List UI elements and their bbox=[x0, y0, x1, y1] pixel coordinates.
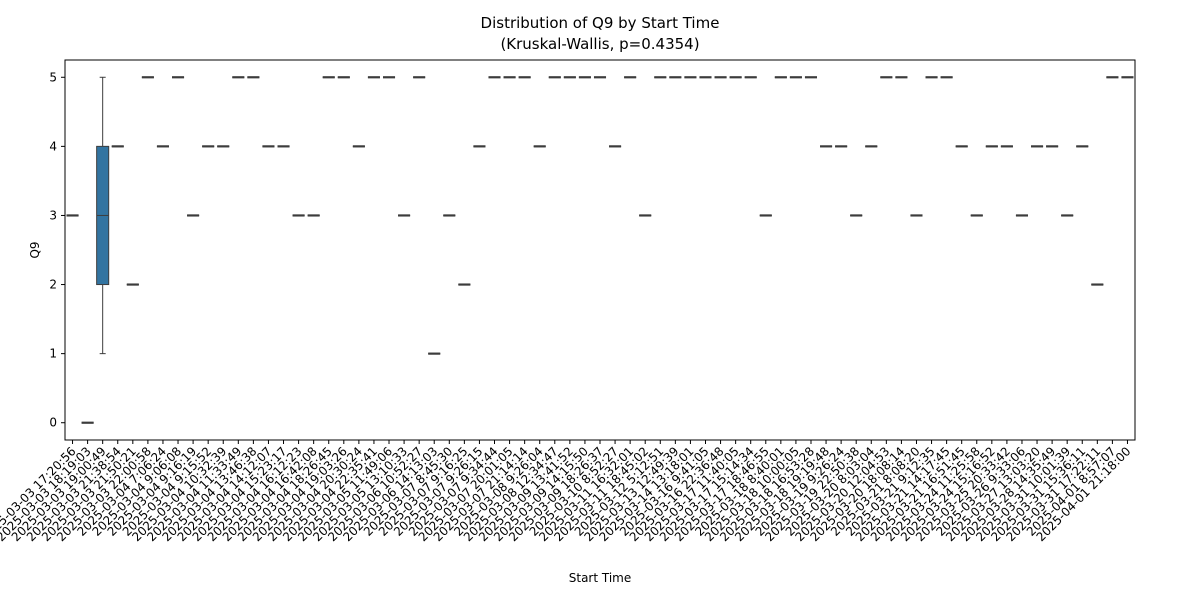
chart-title: Distribution of Q9 by Start Time bbox=[481, 14, 720, 32]
y-tick-label: 4 bbox=[49, 139, 57, 153]
chart-subtitle: (Kruskal-Wallis, p=0.4354) bbox=[500, 35, 699, 53]
y-axis-label: Q9 bbox=[28, 241, 42, 258]
y-tick-label: 0 bbox=[49, 416, 57, 430]
plot-frame bbox=[64, 59, 1136, 441]
y-tick-label: 3 bbox=[49, 208, 57, 222]
y-tick-label: 2 bbox=[49, 278, 57, 292]
y-tick-label: 1 bbox=[49, 347, 57, 361]
x-axis-label: Start Time bbox=[569, 571, 632, 585]
y-tick-label: 5 bbox=[49, 70, 57, 84]
